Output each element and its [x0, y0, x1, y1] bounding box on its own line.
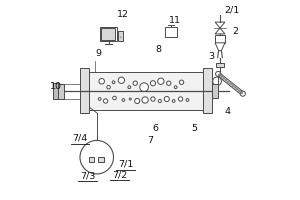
Circle shape	[122, 99, 125, 101]
Circle shape	[213, 77, 221, 86]
Polygon shape	[215, 28, 225, 34]
Circle shape	[234, 87, 236, 88]
Circle shape	[186, 99, 189, 101]
Circle shape	[129, 98, 131, 100]
Circle shape	[158, 99, 161, 103]
Circle shape	[158, 78, 164, 84]
Circle shape	[218, 74, 220, 76]
Bar	[80, 68, 89, 113]
Circle shape	[216, 71, 221, 77]
Text: 7/1: 7/1	[118, 160, 133, 169]
Circle shape	[118, 77, 124, 83]
Circle shape	[236, 88, 238, 90]
Circle shape	[98, 98, 101, 100]
Circle shape	[99, 79, 104, 84]
Circle shape	[128, 86, 131, 89]
Circle shape	[238, 90, 240, 92]
Circle shape	[220, 76, 222, 78]
Circle shape	[80, 140, 113, 174]
Circle shape	[112, 81, 115, 84]
Text: 11: 11	[169, 16, 181, 25]
Bar	[100, 27, 117, 41]
Text: 2/1: 2/1	[224, 6, 239, 15]
Circle shape	[164, 96, 169, 102]
Circle shape	[140, 83, 148, 92]
Circle shape	[167, 81, 171, 85]
Text: 3: 3	[208, 52, 214, 61]
Polygon shape	[215, 22, 225, 28]
Bar	[58, 84, 64, 99]
Circle shape	[142, 97, 148, 103]
Bar	[216, 63, 224, 67]
Bar	[53, 83, 58, 99]
Bar	[98, 157, 104, 162]
Text: 7/4: 7/4	[72, 134, 88, 143]
Circle shape	[230, 83, 231, 85]
Circle shape	[133, 81, 137, 85]
Circle shape	[107, 85, 110, 89]
Text: 12: 12	[117, 10, 129, 19]
Text: 10: 10	[50, 82, 62, 91]
Circle shape	[150, 81, 155, 86]
Circle shape	[227, 81, 229, 83]
Circle shape	[225, 79, 227, 81]
Text: 8: 8	[156, 45, 162, 54]
Text: 5: 5	[191, 124, 197, 133]
Bar	[101, 28, 115, 40]
Circle shape	[120, 37, 122, 38]
Circle shape	[223, 78, 225, 79]
Text: 4: 4	[225, 107, 231, 116]
Circle shape	[179, 80, 184, 84]
Circle shape	[240, 91, 245, 96]
Text: 7/2: 7/2	[112, 170, 127, 179]
Circle shape	[113, 96, 116, 100]
Bar	[118, 31, 123, 41]
Bar	[203, 68, 212, 113]
Circle shape	[232, 85, 234, 87]
Polygon shape	[215, 43, 225, 51]
Circle shape	[241, 92, 243, 94]
Bar	[212, 84, 218, 98]
Text: 6: 6	[152, 124, 158, 133]
Text: 7/3: 7/3	[80, 171, 96, 180]
Text: 9: 9	[96, 49, 102, 58]
Circle shape	[103, 99, 108, 103]
Circle shape	[174, 86, 177, 89]
Polygon shape	[215, 35, 225, 43]
Circle shape	[135, 98, 140, 104]
Bar	[89, 72, 203, 110]
Circle shape	[172, 100, 175, 102]
Text: 2: 2	[233, 27, 239, 36]
Text: 7: 7	[147, 136, 153, 145]
Bar	[165, 27, 177, 37]
Bar	[89, 157, 94, 162]
Circle shape	[151, 97, 155, 101]
Circle shape	[178, 97, 183, 101]
